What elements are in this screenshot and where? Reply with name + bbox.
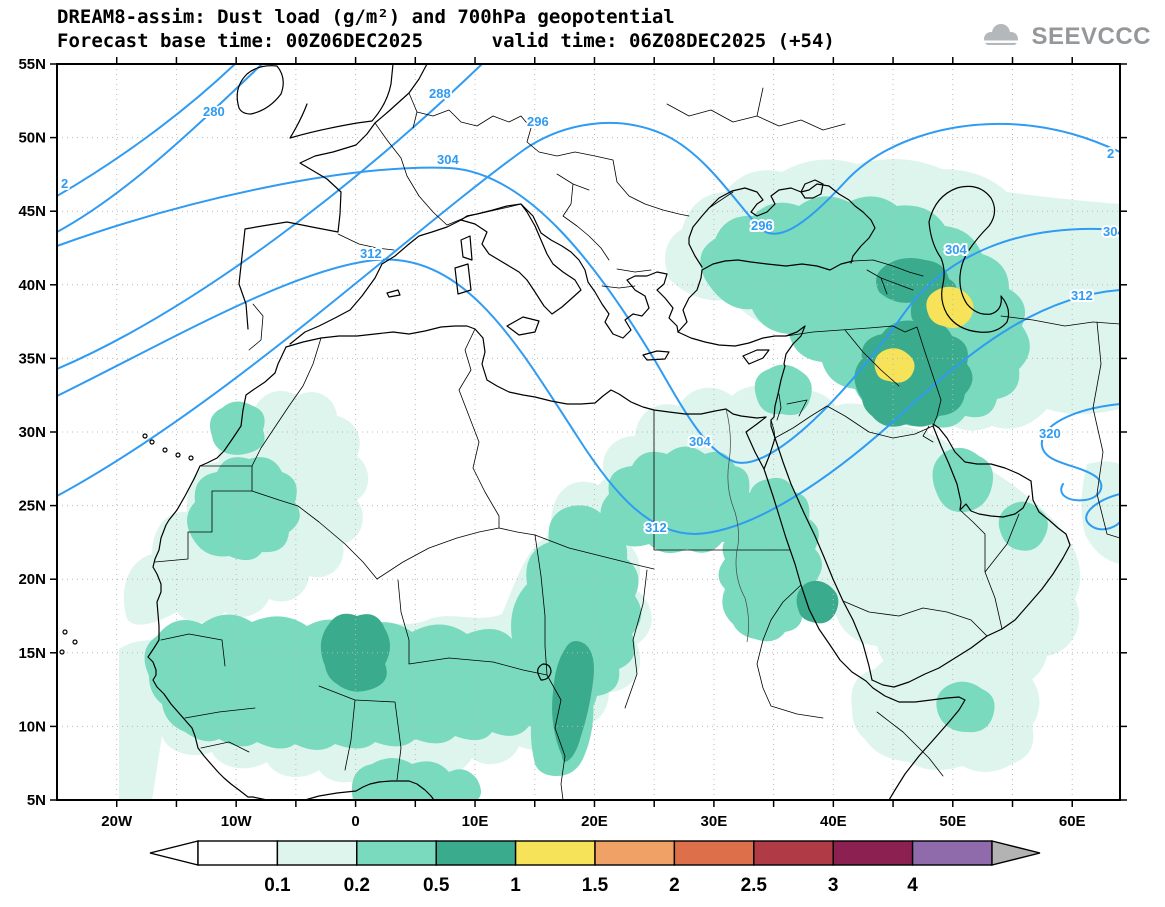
colorbar-level-label: 2 [669, 875, 680, 896]
geopotential-contours [57, 64, 1120, 536]
contour-label: 312 [645, 520, 667, 535]
lat-axis-label: 20N [18, 571, 46, 588]
contour-label: 320 [1039, 426, 1061, 441]
colorbar-left-arrow [149, 840, 199, 866]
lat-axis-label: 10N [18, 718, 46, 735]
lon-axis-label: 60E [1059, 813, 1086, 830]
lon-axis-label: 40E [820, 813, 847, 830]
contour-label: 304 [945, 242, 967, 257]
lat-axis-label: 40N [18, 277, 46, 294]
lat-axis-label: 55N [18, 56, 46, 73]
logo-text: SEEVCCC [1031, 23, 1151, 50]
colorbar-cell [753, 840, 834, 866]
lon-axis-label: 20W [101, 813, 133, 830]
lon-axis-label: 10E [462, 813, 489, 830]
contour-label: 288 [429, 86, 451, 101]
lat-axis-label: 5N [27, 792, 46, 809]
colorbar-cell [673, 840, 755, 866]
lat-axis-label: 30N [18, 424, 46, 441]
colorbar-cell [197, 840, 279, 866]
axes: 55N 50N 45N 40N 35N 30N 25N 20N 15N 10N 5N 20W 10W 0 1… [18, 56, 1127, 830]
lat-axis-label: 25N [18, 498, 46, 515]
colorbar-level-label: 4 [907, 875, 918, 896]
colorbar-level-label: 3 [828, 875, 839, 896]
dust-fill-0p5 [320, 258, 973, 762]
cloud-icon [983, 24, 1021, 48]
coastlines [59, 64, 1071, 800]
contour-label: 2 [1107, 146, 1114, 161]
colorbar-cell [594, 840, 676, 866]
contour-label: 312 [1071, 288, 1093, 303]
colorbar-level-label: 2.5 [741, 875, 768, 896]
country-borders [154, 87, 1120, 800]
contour-labels: 2 280 288 296 304 312 296 304 312 304 31… [59, 84, 1125, 537]
colorbar-cell [514, 840, 596, 866]
contour-label: 296 [527, 114, 549, 129]
colorbar: 0.1 0.2 0.5 1 1.5 2 2.5 3 4 [149, 840, 1041, 896]
lon-axis-label: 10W [221, 813, 253, 830]
lat-axis-label: 15N [18, 645, 46, 662]
contour-label: 304 [437, 152, 459, 167]
colorbar-level-label: 0.2 [344, 875, 370, 896]
contour-label: 312 [360, 246, 382, 261]
chart-subtitle: Forecast base time: 00Z06DEC2025 valid t… [57, 30, 835, 52]
map-content: 2 280 288 296 304 312 296 304 312 304 31… [57, 64, 1125, 800]
colorbar-cell [435, 840, 517, 866]
lon-axis-label: 0 [351, 813, 359, 830]
colorbar-cell [276, 840, 358, 866]
colorbar-level-label: 0.5 [423, 875, 450, 896]
contour-label: 280 [203, 104, 225, 119]
colorbar-cell [356, 840, 437, 866]
nile-river [725, 408, 749, 643]
contour-label: 2 [61, 176, 68, 191]
colorbar-cell [832, 840, 914, 866]
lat-axis-label: 50N [18, 130, 46, 147]
lon-axis-label: 20E [581, 813, 608, 830]
map-canvas: 2 280 288 296 304 312 296 304 312 304 31… [18, 56, 1127, 830]
colorbar-level-label: 0.1 [264, 875, 291, 896]
contour-label: 296 [751, 218, 773, 233]
colorbar-level-label: 1.5 [582, 875, 609, 896]
colorbar-level-label: 1 [510, 875, 521, 896]
contour-label: 304 [1103, 224, 1125, 239]
lon-axis-label: 50E [939, 813, 966, 830]
chart-title: DREAM8-assim: Dust load (g/m²) and 700hP… [57, 6, 675, 28]
colorbar-cell [911, 840, 993, 866]
lon-axis-label: 30E [701, 813, 728, 830]
seevccc-logo: SEEVCCC [978, 22, 1151, 52]
dust-fill-1 [874, 286, 974, 383]
lat-axis-label: 45N [18, 203, 46, 220]
lat-axis-label: 35N [18, 350, 46, 367]
colorbar-right-arrow [991, 840, 1041, 866]
contour-label: 304 [689, 434, 711, 449]
